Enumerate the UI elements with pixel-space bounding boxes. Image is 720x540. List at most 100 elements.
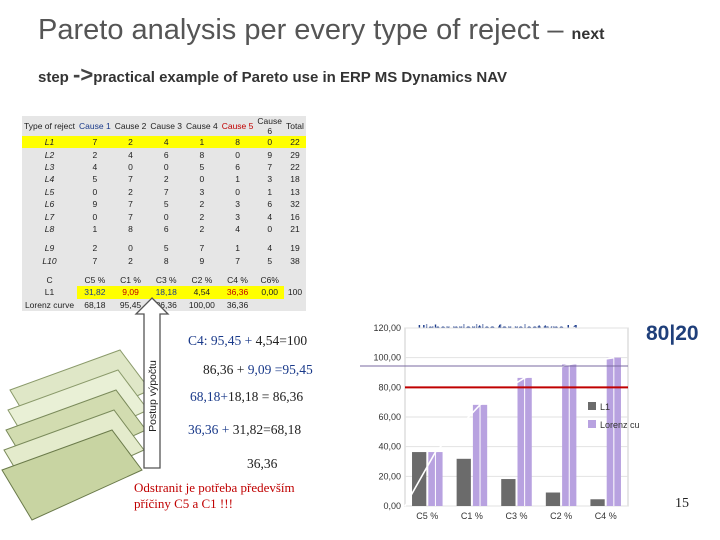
pct-cell: 9,09 <box>112 286 149 299</box>
gap-cell <box>22 235 306 242</box>
row-label: L6 <box>44 199 55 210</box>
logo-80-20: 80|20 <box>646 322 699 345</box>
table-cell: 2 <box>163 174 169 185</box>
slide-title: Pareto analysis per every type of reject… <box>38 14 604 47</box>
y-tick-label: 40,00 <box>378 442 401 452</box>
table-cell: 0 <box>235 186 240 197</box>
table-cell: 8 <box>163 255 169 266</box>
table-cell: 0 <box>128 161 133 172</box>
table-gap <box>22 235 306 243</box>
bar-l1 <box>412 452 427 506</box>
table-cell: 18 <box>290 174 300 185</box>
table-cell: 4 <box>163 137 169 148</box>
table-gap <box>22 266 306 274</box>
pct-header-cell: C5 % <box>84 275 106 286</box>
table-cell: 8 <box>128 223 133 234</box>
pct-header-row: C C5 % C1 % C3 % C2 % C4 % C6% <box>22 273 306 287</box>
legend-swatch-l1 <box>588 402 596 410</box>
row-label: L2 <box>44 149 55 160</box>
pct-cell: 0,00 <box>255 286 284 299</box>
pct-header-cell: C1 % <box>120 275 141 286</box>
pct-header-cell: C <box>46 275 53 286</box>
x-tick-label: C3 % <box>505 511 527 521</box>
table-cell: 13 <box>290 186 300 197</box>
x-tick-label: C1 % <box>461 511 483 521</box>
table-row: L1 7 2 4 1 8 0 22 <box>22 136 306 149</box>
table-cell: 5 <box>92 174 98 185</box>
table-cell: 1 <box>267 186 273 197</box>
table-row: L10 7 2 8 9 7 5 38 <box>22 254 306 267</box>
table-cell: 7 <box>128 174 133 185</box>
subtitle-step: step <box>38 69 74 86</box>
table-cell: 3 <box>267 174 273 185</box>
header-cell: Cause 2 <box>112 116 149 136</box>
table-cell: 19 <box>290 243 300 254</box>
calc-3a: 68,18+ <box>190 389 228 404</box>
header-cell: Cause 4 <box>184 116 220 136</box>
title-next: next <box>571 26 605 43</box>
table-cell: 0 <box>163 161 169 172</box>
table-cell: 5 <box>163 199 169 210</box>
table-cell: 4 <box>235 223 240 234</box>
calc-5: 36,36 <box>247 456 278 471</box>
table-row: L8 1 8 6 2 4 0 21 <box>22 222 306 236</box>
table-cell: 7 <box>92 137 98 148</box>
table-cell: 2 <box>92 243 98 254</box>
calc-1a: C4: 95,45 + <box>188 333 256 348</box>
header-cell: Cause 1 <box>77 116 113 136</box>
table-cell: 0 <box>128 243 133 254</box>
table-cell: 21 <box>290 223 300 234</box>
row-label: L8 <box>44 223 55 234</box>
slide-subtitle: step ->practical example of Pareto use i… <box>38 62 507 88</box>
table-cell: 6 <box>267 199 273 210</box>
table-cell: 29 <box>290 149 300 160</box>
y-tick-label: 60,00 <box>378 412 401 422</box>
y-tick-label: 80,00 <box>378 382 401 392</box>
table-cell: 1 <box>199 137 205 148</box>
postup-label: Postup výpočtu <box>147 360 159 432</box>
legend-label-lorenz: Lorenz curve <box>600 420 640 430</box>
table-cell: 2 <box>128 137 133 148</box>
table-cell: 1 <box>92 223 98 234</box>
lorenz-label: Lorenz curve <box>24 299 75 310</box>
table-cell: 38 <box>290 255 300 266</box>
lorenz-row: Lorenz curve 68,18 95,45 86,36 100,00 36… <box>22 298 306 312</box>
table-cell: 1 <box>235 174 240 185</box>
table-cell: 2 <box>92 149 98 160</box>
y-tick-label: 0,00 <box>383 501 401 511</box>
subtitle-rest: practical example of Pareto use in ERP M… <box>93 69 507 86</box>
header-cell: Type of reject <box>22 116 78 136</box>
table-cell: 3 <box>235 211 240 222</box>
table-header-row: Type of reject Cause 1 Cause 2 Cause 3 C… <box>22 116 306 136</box>
table-cell: 8 <box>235 137 240 148</box>
table-cell: 0 <box>92 186 98 197</box>
table-cell: 7 <box>235 255 240 266</box>
table-cell: 0 <box>163 211 169 222</box>
table-row: L3 4 0 0 5 6 7 22 <box>22 160 306 174</box>
table-row: L2 2 4 6 8 0 9 29 <box>22 148 306 161</box>
table-cell: 22 <box>290 161 300 172</box>
table-cell: 7 <box>267 161 273 172</box>
row-label: L1 <box>44 137 55 148</box>
table-cell: 0 <box>267 223 273 234</box>
pct-label: L1 <box>22 286 78 299</box>
postup-arrow: Postup výpočtu <box>134 297 170 469</box>
y-tick-label: 20,00 <box>378 471 401 481</box>
row-label: L3 <box>44 161 55 172</box>
calc-line-2: 86,36 + 9,09 =95,45 <box>203 362 313 378</box>
book-stack-decoration <box>1 349 151 521</box>
table-cell: 9 <box>92 199 98 210</box>
table-cell: 0 <box>92 211 98 222</box>
note-line-2: příčiny C5 a C1 !!! <box>134 496 233 511</box>
row-label: L5 <box>44 186 55 197</box>
calc-2b: 9,09 =95,45 <box>247 362 313 377</box>
pct-cell: 36,36 <box>219 286 256 299</box>
note-line-1: Odstranit je potřeba především <box>134 480 295 495</box>
lorenz-cell: 36,36 <box>226 299 249 310</box>
pct-cell: 18,18 <box>148 286 185 299</box>
table-cell: 7 <box>92 255 98 266</box>
table-cell: 7 <box>163 186 169 197</box>
table-cell: 7 <box>199 243 205 254</box>
row-label: L10 <box>42 255 57 266</box>
table-cell: 6 <box>235 161 240 172</box>
